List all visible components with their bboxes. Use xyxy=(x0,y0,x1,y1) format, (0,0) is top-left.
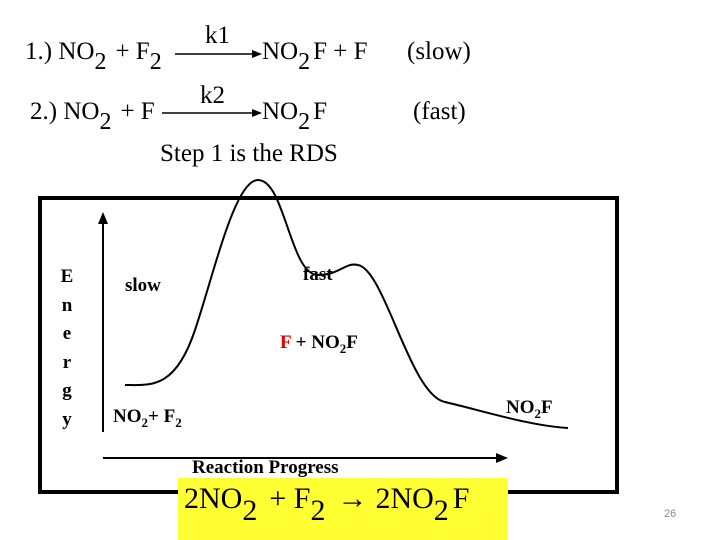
text: NO xyxy=(113,406,142,427)
text: 2NO xyxy=(184,482,243,515)
text: + F xyxy=(148,406,176,427)
reactants-label: NO2+ F2 xyxy=(113,406,182,430)
text: NO xyxy=(262,98,299,125)
speed: (slow) xyxy=(407,38,471,65)
text: 1.) NO xyxy=(25,38,95,65)
arrow xyxy=(175,50,262,58)
reaction-2-right: NO2 F xyxy=(262,98,328,135)
subscript: 2 xyxy=(339,341,347,356)
letter: y xyxy=(62,408,72,430)
speed: (fast) xyxy=(413,98,466,125)
letter: E xyxy=(60,266,74,287)
text: F + F xyxy=(313,38,368,65)
text: 2.) NO xyxy=(30,98,100,125)
text: F xyxy=(346,332,358,353)
text: 2NO xyxy=(375,482,434,515)
x-axis-label: Reaction Progress xyxy=(192,457,339,478)
text: + F xyxy=(115,38,150,65)
text: F xyxy=(541,397,553,418)
subscript: 2 xyxy=(99,109,112,135)
note: Step 1 is the RDS xyxy=(160,140,338,167)
intermediate-label: F + NO2F xyxy=(280,332,358,356)
subscript: 2 xyxy=(433,494,449,527)
letter: n xyxy=(61,294,73,316)
page-number: 26 xyxy=(664,508,677,520)
step-label: slow xyxy=(125,275,161,296)
text: → xyxy=(337,482,368,515)
subscript: 2 xyxy=(149,49,162,75)
text: F xyxy=(280,332,291,353)
subscript: 2 xyxy=(298,109,311,135)
letter: g xyxy=(62,380,72,401)
step-label: fast xyxy=(303,264,333,285)
reaction-1-right: NO2 F + F xyxy=(262,38,368,75)
subscript: 2 xyxy=(141,415,149,430)
text: + F xyxy=(269,482,311,515)
overall-reaction: 2NO2 + F2 → 2NO2 F xyxy=(178,478,508,540)
text: NO xyxy=(506,397,535,418)
arrowhead xyxy=(496,453,508,463)
subscript: 2 xyxy=(298,49,311,75)
text: NO xyxy=(262,38,299,65)
subscript: 2 xyxy=(242,494,258,527)
arrow xyxy=(162,109,262,117)
subscript: 2 xyxy=(175,415,182,430)
letter: r xyxy=(62,351,72,373)
arrowhead xyxy=(98,212,108,224)
subscript: 2 xyxy=(94,49,107,75)
rate-constant: k1 xyxy=(205,22,230,49)
text: F xyxy=(452,482,470,515)
rate-constant: k2 xyxy=(200,82,225,109)
reaction-1-left: 1.) NO2 + F2 xyxy=(25,38,165,75)
letter: e xyxy=(62,323,72,344)
y-axis-label: E n e r g y xyxy=(57,263,77,434)
text: + NO xyxy=(295,332,340,353)
energy-curve xyxy=(124,178,569,429)
subscript: 2 xyxy=(310,494,326,527)
products-label: NO2F xyxy=(506,397,553,421)
reaction-2-left: 2.) NO2 + F xyxy=(30,98,155,135)
subscript: 2 xyxy=(534,406,542,421)
text: F xyxy=(313,98,328,125)
text: + F xyxy=(120,98,155,125)
